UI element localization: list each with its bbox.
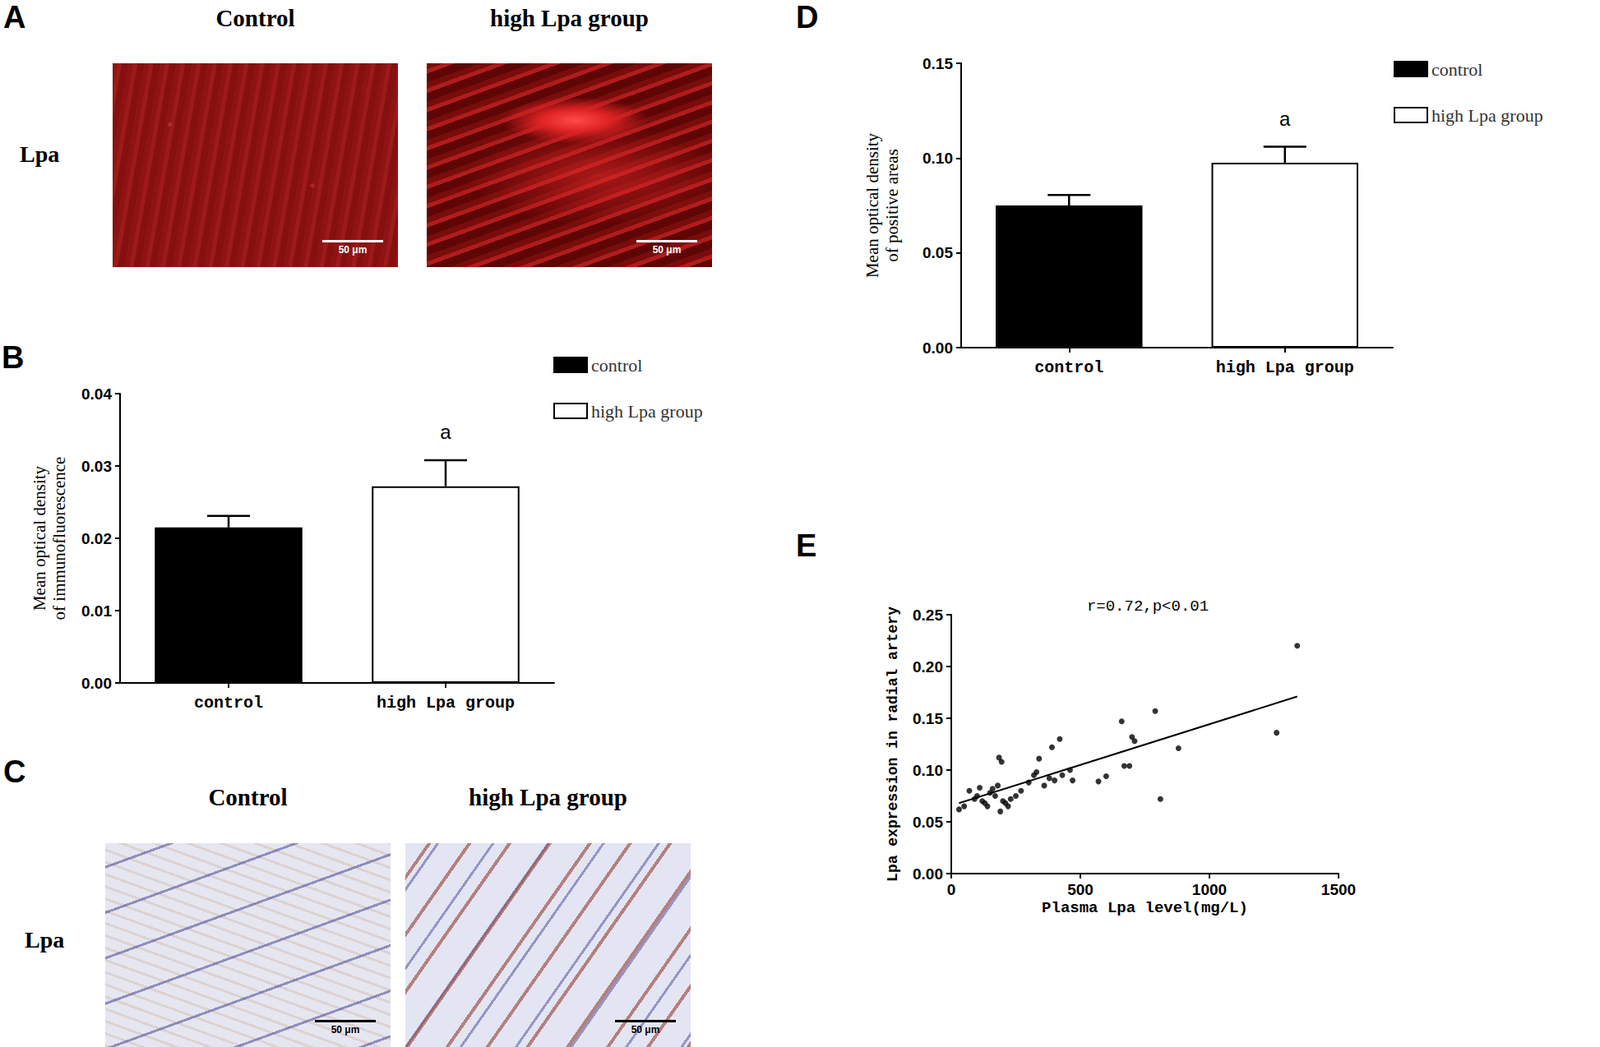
svg-text:0.25: 0.25 [912,606,944,625]
svg-text:high Lpa group: high Lpa group [376,693,515,713]
svg-text:0.02: 0.02 [81,530,112,548]
html-text:high Lpa group: high Lpa group [490,4,649,32]
svg-text:Mean optical density: Mean optical density [29,465,50,611]
svg-text:0.01: 0.01 [81,602,112,620]
svg-text:of immunofluorescence: of immunofluorescence [49,457,70,621]
html-text:Lpa: Lpa [19,141,60,167]
svg-text:high Lpa group: high Lpa group [1431,105,1544,126]
svg-text:0: 0 [947,881,957,899]
html-text:50 μm: 50 μm [338,244,367,256]
svg-text:Mean optical density: Mean optical density [862,132,883,278]
svg-text:r=0.72,p<0.01: r=0.72,p<0.01 [1086,597,1209,616]
svg-text:high Lpa group: high Lpa group [591,401,703,422]
html-text:Control: Control [208,784,288,811]
html-text:A: A [3,0,26,35]
svg-text:of positive areas: of positive areas [882,148,902,263]
svg-text:Lpa expression in radial arter: Lpa expression in radial artery [884,606,902,883]
svg-text:B: B [1,340,24,375]
html-text:Lpa: Lpa [24,927,65,953]
html-text:Control: Control [215,4,295,32]
svg-text:high Lpa group: high Lpa group [1216,358,1355,378]
svg-text:0.00: 0.00 [81,675,112,693]
html-text:50 μm: 50 μm [652,244,682,256]
svg-text:0.04: 0.04 [81,385,112,403]
svg-text:0.00: 0.00 [922,339,953,357]
html-text:50 μm: 50 μm [631,1024,660,1036]
svg-text:1500: 1500 [1321,881,1356,899]
html-text:C: C [3,754,26,790]
svg-text:1000: 1000 [1192,881,1227,899]
svg-text:0.10: 0.10 [922,149,953,167]
svg-text:Plasma Lpa level(mg/L): Plasma Lpa level(mg/L) [1041,899,1249,918]
html-text:high Lpa group: high Lpa group [468,784,628,811]
html-text:50 μm: 50 μm [331,1024,360,1036]
svg-text:0.05: 0.05 [912,813,944,832]
svg-text:0.20: 0.20 [912,658,944,676]
svg-text:a: a [439,420,452,444]
svg-text:0.03: 0.03 [81,457,112,476]
svg-text:0.15: 0.15 [912,710,944,728]
svg-text:control: control [1431,59,1483,80]
svg-text:0.05: 0.05 [922,244,953,262]
svg-text:control: control [194,693,264,713]
svg-text:0.15: 0.15 [922,55,953,73]
svg-text:E: E [795,528,817,564]
svg-text:D: D [795,0,819,35]
svg-text:control: control [591,355,643,376]
svg-text:0.00: 0.00 [912,865,944,884]
svg-text:control: control [1034,358,1104,378]
svg-text:500: 500 [1067,881,1094,899]
svg-text:a: a [1279,107,1291,130]
svg-text:0.10: 0.10 [912,762,944,780]
